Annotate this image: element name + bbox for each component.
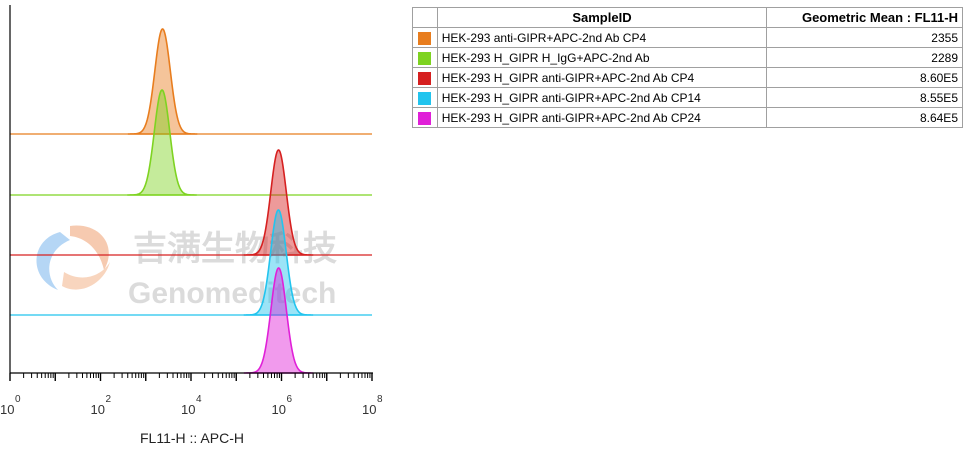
header-swatch bbox=[412, 7, 438, 28]
sample-id-cell: HEK-293 H_GIPR anti-GIPR+APC-2nd Ab CP4 bbox=[436, 67, 768, 88]
x-tick-label: 10 bbox=[91, 402, 105, 417]
header-geometric-mean: Geometric Mean : FL11-H bbox=[766, 7, 963, 28]
x-tick-label: 10 bbox=[362, 402, 376, 417]
table-header-row: SampleID Geometric Mean : FL11-H bbox=[412, 7, 963, 28]
watermark-en: Genomeditech bbox=[128, 277, 336, 310]
geometric-mean-cell: 2355 bbox=[766, 27, 963, 48]
x-tick-label: 10 bbox=[272, 402, 286, 417]
color-swatch bbox=[418, 71, 432, 85]
histogram-peak bbox=[243, 149, 314, 256]
histogram-peak bbox=[127, 89, 197, 196]
table-row: HEK-293 H_GIPR anti-GIPR+APC-2nd Ab CP4 … bbox=[412, 67, 963, 88]
sample-id-cell: HEK-293 H_GIPR anti-GIPR+APC-2nd Ab CP14 bbox=[436, 87, 768, 108]
x-tick-exponent: 2 bbox=[106, 394, 112, 405]
histogram-layer bbox=[10, 28, 372, 374]
color-swatch bbox=[418, 31, 432, 45]
x-tick-label: 10 bbox=[0, 402, 14, 417]
watermark-logo bbox=[36, 225, 110, 290]
x-tick-exponent: 6 bbox=[287, 394, 293, 405]
geometric-mean-cell: 8.64E5 bbox=[766, 107, 963, 128]
x-tick-label: 10 bbox=[181, 402, 195, 417]
x-tick-exponent: 8 bbox=[377, 394, 383, 405]
table-row: HEK-293 H_GIPR anti-GIPR+APC-2nd Ab CP14… bbox=[412, 87, 963, 108]
sample-id-cell: HEK-293 H_GIPR anti-GIPR+APC-2nd Ab CP24 bbox=[436, 107, 768, 128]
watermark: 吉满生物科技 Genomeditech bbox=[36, 225, 337, 310]
color-swatch bbox=[418, 51, 432, 65]
sample-legend-table: SampleID Geometric Mean : FL11-H HEK-293… bbox=[412, 7, 963, 128]
histogram-peak bbox=[243, 267, 314, 374]
x-tick-exponent: 0 bbox=[15, 394, 21, 405]
table-row: HEK-293 H_GIPR H_IgG+APC-2nd Ab 2289 bbox=[412, 47, 963, 68]
histogram-peak bbox=[243, 209, 314, 316]
geometric-mean-cell: 8.60E5 bbox=[766, 67, 963, 88]
watermark-cn: 吉满生物科技 bbox=[133, 229, 337, 269]
geometric-mean-cell: 8.55E5 bbox=[766, 87, 963, 108]
histogram-peak bbox=[127, 28, 198, 135]
color-swatch bbox=[418, 111, 432, 125]
x-tick-exponent: 4 bbox=[196, 394, 202, 405]
x-axis-label: FL11-H :: APC-H bbox=[140, 430, 244, 446]
sample-id-cell: HEK-293 H_GIPR H_IgG+APC-2nd Ab bbox=[436, 47, 768, 68]
sample-id-cell: HEK-293 anti-GIPR+APC-2nd Ab CP4 bbox=[436, 27, 768, 48]
color-swatch bbox=[418, 91, 432, 105]
table-row: HEK-293 anti-GIPR+APC-2nd Ab CP4 2355 bbox=[412, 27, 963, 48]
geometric-mean-cell: 2289 bbox=[766, 47, 963, 68]
header-sample-id: SampleID bbox=[436, 7, 768, 28]
table-row: HEK-293 H_GIPR anti-GIPR+APC-2nd Ab CP24… bbox=[412, 107, 963, 128]
